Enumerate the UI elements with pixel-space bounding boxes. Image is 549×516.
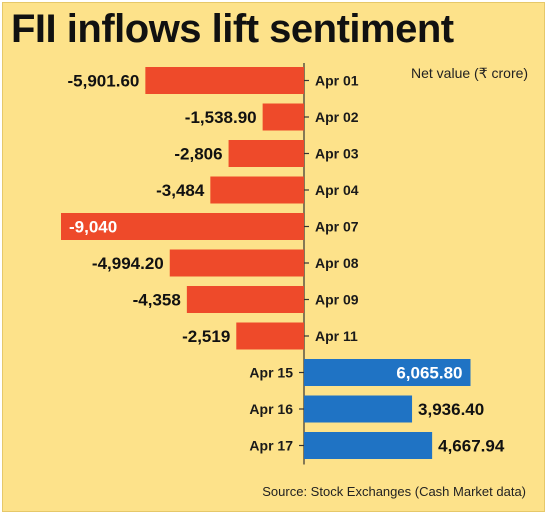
category-label: Apr 04 <box>315 182 359 198</box>
value-label: -1,538.90 <box>185 108 257 127</box>
bar <box>228 140 304 167</box>
category-label: Apr 15 <box>249 365 293 381</box>
source-note: Source: Stock Exchanges (Cash Market dat… <box>262 484 526 499</box>
value-label: -2,806 <box>174 145 222 164</box>
category-label: Apr 07 <box>315 219 359 235</box>
bar <box>186 286 304 313</box>
chart-title: FII inflows lift sentiment <box>11 7 454 51</box>
value-label: -5,901.60 <box>68 72 140 91</box>
bar <box>304 432 433 459</box>
category-label: Apr 09 <box>315 292 359 308</box>
value-label: -4,358 <box>133 291 181 310</box>
bar <box>61 213 304 240</box>
bar <box>169 249 304 277</box>
category-label: Apr 01 <box>315 73 359 89</box>
value-label: -9,040 <box>69 218 117 237</box>
value-label: 3,936.40 <box>418 400 484 419</box>
bar <box>262 103 304 131</box>
category-label: Apr 03 <box>315 146 359 162</box>
bar <box>210 176 304 204</box>
bar <box>304 359 471 386</box>
category-label: Apr 02 <box>315 109 359 125</box>
chart-card: FII inflows lift sentiment Net value (₹ … <box>2 2 545 512</box>
bar-chart: Apr 01 -5,901.60 Apr 02 -1,538.90 Apr 03 -2,8… <box>61 63 505 465</box>
value-label: 4,667.94 <box>438 437 505 456</box>
value-label: -2,519 <box>182 327 230 346</box>
value-label: 6,065.80 <box>396 364 462 383</box>
value-label: -3,484 <box>156 181 205 200</box>
category-label: Apr 16 <box>249 401 293 417</box>
bar <box>236 322 304 350</box>
bar <box>304 395 413 423</box>
unit-label: Net value (₹ crore) <box>411 65 529 81</box>
category-label: Apr 11 <box>315 328 358 344</box>
bar <box>145 67 304 94</box>
category-label: Apr 17 <box>249 438 293 454</box>
category-label: Apr 08 <box>315 255 359 271</box>
value-label: -4,994.20 <box>92 254 164 273</box>
